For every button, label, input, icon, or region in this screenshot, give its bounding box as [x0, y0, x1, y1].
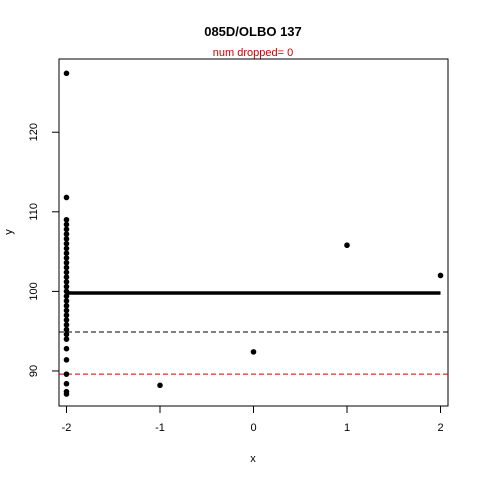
y-axis-label: y [3, 229, 15, 235]
data-point-31 [63, 371, 70, 377]
data-point-19 [63, 293, 70, 299]
data-point-17 [63, 283, 70, 290]
data-point-3 [63, 216, 70, 223]
data-point-25 [63, 322, 70, 328]
data-point-32 [63, 380, 70, 387]
data-point-2 [63, 194, 70, 201]
x-axis: -2 -1 0 1 2 [62, 405, 444, 434]
data-point-11 [63, 255, 70, 261]
x-tick-label-3: 0 [250, 422, 256, 434]
data-point-35 [157, 382, 163, 389]
chart-title: 085D/OLBO 137 [204, 24, 302, 39]
x-axis-label: x [250, 453, 256, 465]
data-point-20 [63, 298, 70, 304]
data-point-36 [250, 349, 257, 355]
data-point-26 [63, 326, 70, 333]
data-point-38 [437, 272, 444, 279]
data-point-34 [63, 391, 70, 397]
data-point-4 [63, 221, 70, 228]
data-point-13 [63, 264, 70, 271]
data-point-7 [63, 236, 70, 242]
chart-subtitle: num dropped= 0 [213, 47, 293, 59]
y-tick-label-3: 110 [28, 203, 40, 221]
y-axis: 90 100 110 120 [28, 123, 60, 377]
y-tick-label-2: 100 [28, 282, 40, 300]
data-point-27 [63, 331, 70, 338]
data-point-23 [63, 312, 70, 319]
data-point-6 [63, 231, 70, 237]
reference-lines [59, 331, 448, 375]
x-tick-label-1: -2 [62, 422, 72, 434]
data-point-22 [63, 307, 70, 314]
data-points [63, 70, 444, 397]
data-point-14 [63, 269, 70, 276]
data-point-16 [63, 279, 70, 285]
data-point-5 [63, 226, 70, 233]
data-point-21 [63, 302, 70, 309]
data-point-12 [63, 259, 70, 266]
y-tick-label-1: 90 [28, 365, 40, 377]
data-point-1 [63, 70, 70, 77]
x-tick-label-4: 1 [344, 422, 350, 434]
data-point-15 [63, 274, 70, 280]
data-point-8 [63, 240, 70, 247]
y-tick-label-4: 120 [28, 123, 40, 141]
data-point-37 [344, 242, 350, 249]
data-point-9 [63, 245, 70, 252]
data-point-29 [63, 345, 70, 352]
x-tick-label-5: 2 [437, 422, 443, 434]
x-tick-label-2: -1 [155, 422, 165, 434]
data-point-18 [63, 288, 70, 295]
data-point-24 [63, 317, 70, 323]
data-point-10 [63, 250, 70, 256]
data-point-28 [63, 336, 70, 342]
data-point-30 [63, 357, 70, 363]
